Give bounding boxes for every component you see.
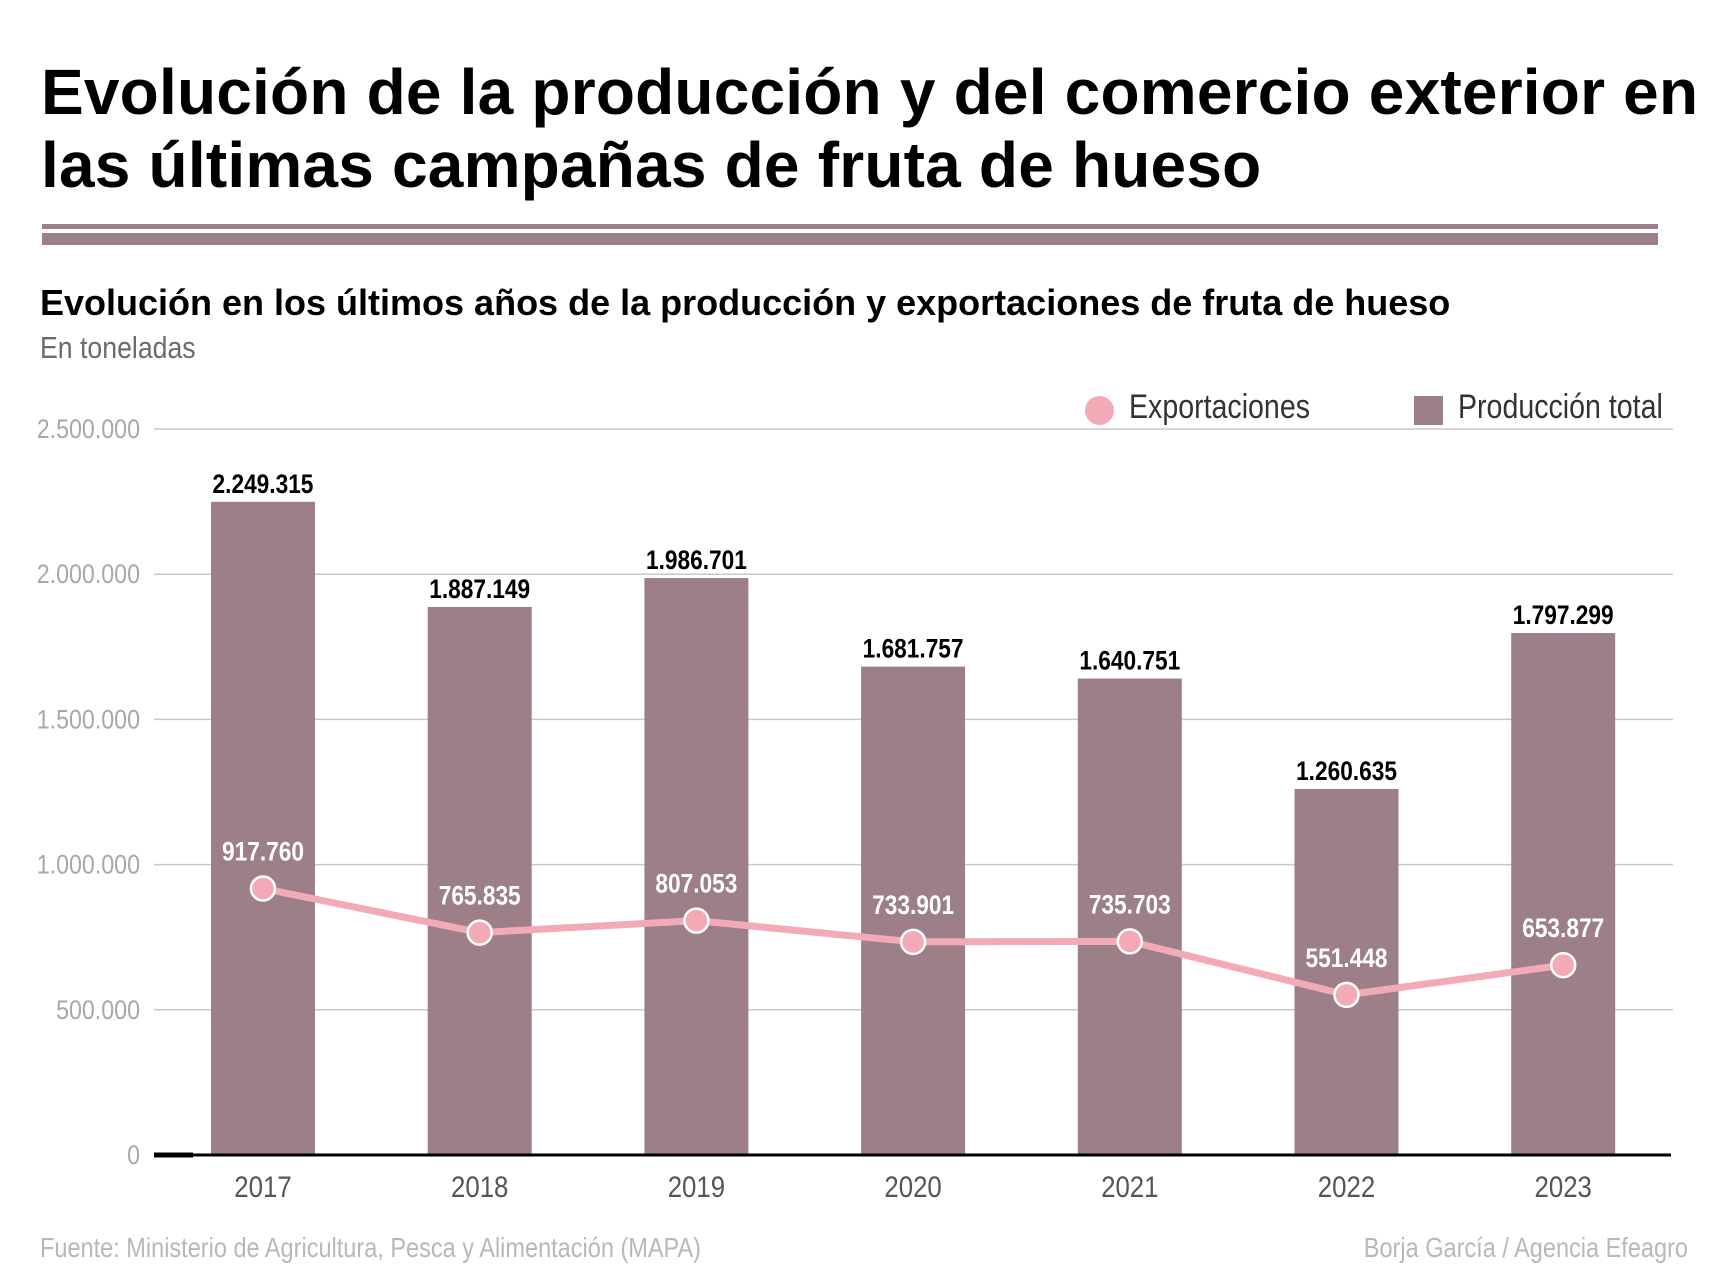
units-label: En toneladas — [40, 330, 196, 365]
chart-subtitle: Evolución en los últimos años de la prod… — [40, 282, 1451, 323]
bar-value-label: 1.640.751 — [1079, 646, 1180, 676]
bar-value-label: 2.249.315 — [213, 469, 314, 499]
bar-produccion-2021 — [1077, 678, 1182, 1155]
bar-value-label: 1.986.701 — [646, 545, 747, 575]
bar-value-label: 1.681.757 — [863, 634, 964, 664]
bar-produccion-2020 — [861, 666, 966, 1155]
point-value-label: 733.901 — [872, 890, 954, 920]
bar-value-labels: 2.249.315 1.887.149 1.986.701 1.681.757 1.64… — [213, 469, 1614, 786]
x-tick-label: 2017 — [234, 1170, 291, 1203]
point-exportaciones-2020 — [899, 928, 927, 956]
bar-produccion-2022 — [1294, 788, 1399, 1155]
point-exportaciones-2023 — [1549, 951, 1577, 979]
y-tick-label: 2.000.000 — [37, 560, 140, 590]
point-value-label: 917.760 — [222, 837, 304, 867]
bar-produccion-2023 — [1511, 633, 1616, 1155]
point-value-label: 765.835 — [439, 881, 521, 911]
legend-label: Exportaciones — [1129, 388, 1310, 426]
point-exportaciones-2018 — [466, 919, 493, 946]
x-tick-label: 2022 — [1318, 1170, 1375, 1203]
x-tick-label: 2018 — [451, 1170, 508, 1203]
title-divider-thick — [42, 233, 1658, 245]
bars — [211, 501, 1616, 1155]
page-title: Evolución de la producción y del comerci… — [41, 56, 1699, 201]
y-tick-label: 0 — [127, 1140, 140, 1170]
y-tick-label: 500.000 — [56, 995, 140, 1025]
y-axis-labels: 0 500.000 1.000.000 1.500.000 2.000.000 2.500… — [37, 414, 140, 1170]
point-value-label: 653.877 — [1522, 913, 1604, 943]
point-exportaciones-2022 — [1333, 981, 1360, 1009]
legend-circle-icon — [1085, 396, 1114, 425]
legend-label: Producción total — [1458, 388, 1663, 426]
point-value-label: 551.448 — [1306, 943, 1388, 973]
y-tick-label: 1.000.000 — [37, 850, 140, 880]
title-divider-thin — [42, 224, 1658, 229]
bar-value-label: 1.797.299 — [1513, 600, 1614, 630]
bar-value-label: 1.887.149 — [429, 574, 530, 604]
x-tick-label: 2023 — [1535, 1170, 1592, 1203]
credit-note: Borja García / Agencia Efeagro — [1363, 1232, 1688, 1263]
bar-value-label: 1.260.635 — [1296, 756, 1397, 786]
bar-produccion-2019 — [644, 578, 749, 1155]
source-note: Fuente: Ministerio de Agricultura, Pesca… — [40, 1232, 702, 1263]
x-axis-labels: 2017 2018 2019 2020 2021 2022 2023 — [234, 1170, 1592, 1203]
point-value-label: 735.703 — [1089, 890, 1171, 920]
y-tick-label: 2.500.000 — [37, 414, 140, 444]
x-tick-label: 2019 — [668, 1170, 725, 1203]
legend-square-icon — [1414, 396, 1443, 425]
point-exportaciones-2021 — [1116, 928, 1144, 955]
y-tick-label: 1.500.000 — [37, 705, 140, 735]
bar-produccion-2017 — [211, 501, 315, 1155]
bar-produccion-2018 — [427, 606, 532, 1155]
point-value-label: 807.053 — [655, 869, 737, 899]
export-value-labels: 917.760 765.835 807.053 733.901 735.703 551.4… — [222, 837, 1604, 974]
point-exportaciones-2019 — [683, 907, 710, 934]
x-tick-label: 2020 — [884, 1170, 941, 1203]
export-points — [249, 875, 1577, 1009]
x-tick-label: 2021 — [1101, 1170, 1158, 1203]
point-exportaciones-2017 — [249, 875, 277, 902]
